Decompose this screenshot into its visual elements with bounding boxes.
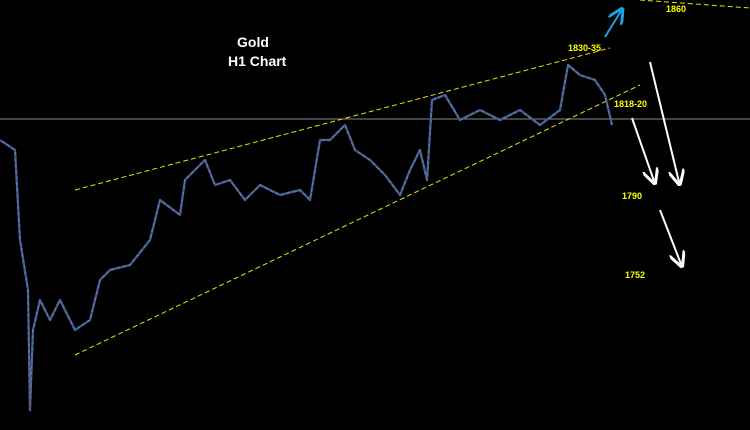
upper-trendline — [74, 47, 611, 191]
level-label: 1790 — [622, 191, 642, 201]
chart-title: Gold — [237, 34, 269, 50]
level-label: 1752 — [625, 270, 645, 280]
top-trendline — [639, 0, 750, 9]
down-arrow — [659, 209, 681, 264]
level-label: 1830-35 — [568, 43, 601, 53]
price-path — [0, 63, 614, 412]
down-arrow — [649, 61, 679, 182]
up-arrow — [604, 11, 621, 38]
level-label: 1818-20 — [614, 99, 647, 109]
chart-subtitle: H1 Chart — [228, 53, 287, 69]
lower-trendline — [74, 84, 641, 356]
level-label: 1860 — [666, 4, 686, 14]
down-arrow — [631, 117, 654, 181]
